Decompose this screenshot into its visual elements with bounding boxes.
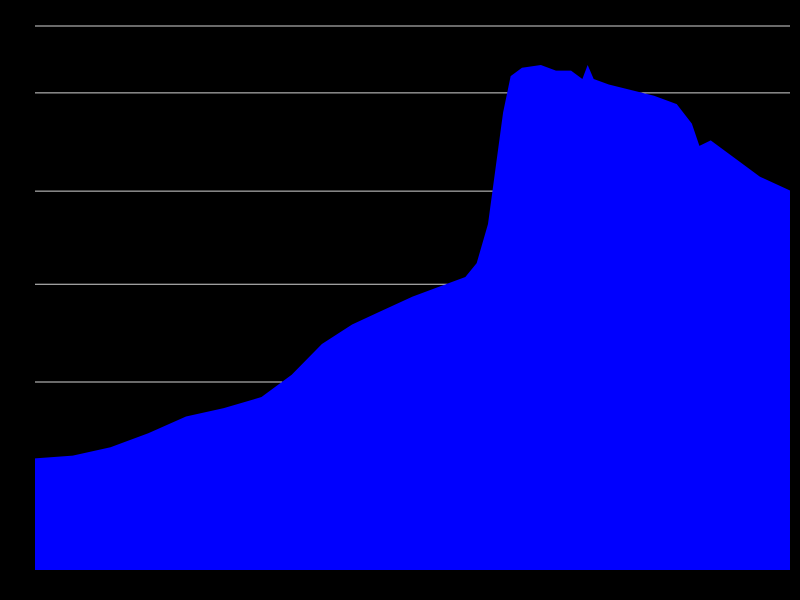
chart-svg bbox=[0, 0, 800, 600]
area-chart bbox=[0, 0, 800, 600]
